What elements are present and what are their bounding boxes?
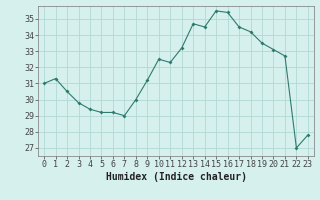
X-axis label: Humidex (Indice chaleur): Humidex (Indice chaleur)	[106, 172, 246, 182]
